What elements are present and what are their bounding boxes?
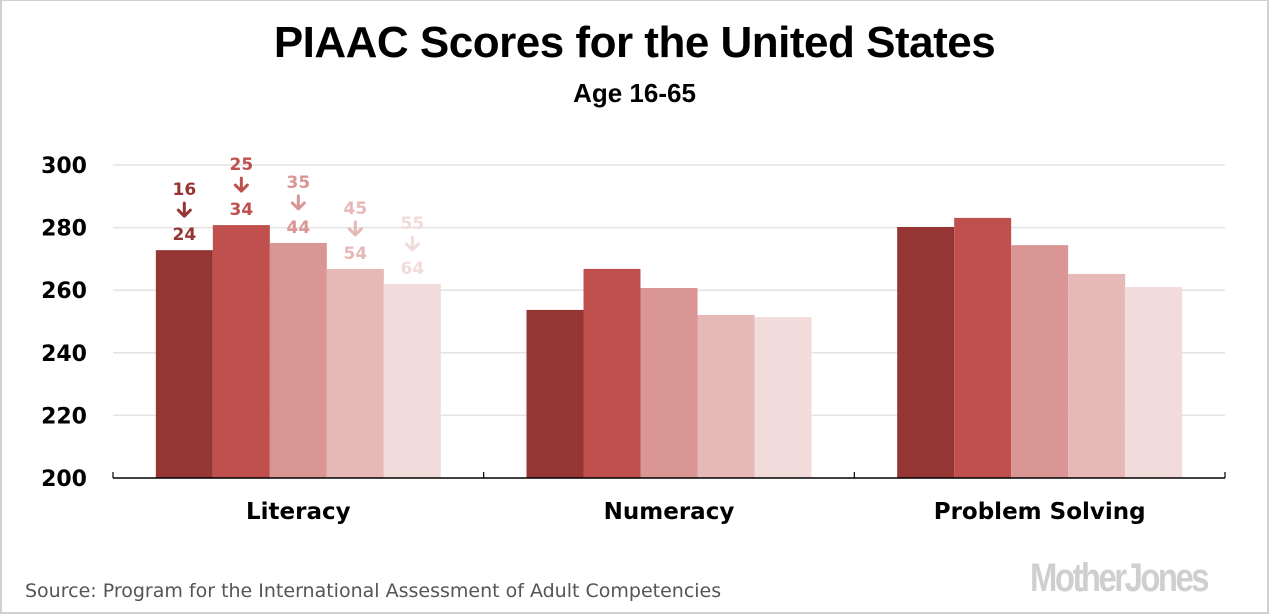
x-axis — [112, 472, 1226, 479]
bar-numeracy-25-34 — [583, 268, 641, 478]
age-from-label: 45 — [343, 199, 367, 219]
age-from-label: 16 — [172, 180, 196, 200]
bar-problem-solving-35-44 — [1011, 245, 1069, 478]
y-tick-label: 240 — [41, 342, 87, 367]
age-label-45-54: 45 54 — [343, 199, 367, 264]
age-from-label: 25 — [229, 155, 253, 175]
y-tick-label: 260 — [41, 279, 87, 304]
y-tick-label: 280 — [41, 217, 87, 242]
bar-literacy-35-44 — [269, 242, 327, 478]
y-axis-ticks: 200 220 240 260 280 300 — [41, 154, 87, 492]
bar-numeracy-35-44 — [640, 288, 698, 478]
age-to-label: 24 — [172, 225, 196, 245]
bar-problem-solving-16-24 — [897, 226, 955, 478]
y-tick-label: 220 — [41, 404, 87, 429]
mother-jones-logo: MotherJones — [1030, 556, 1210, 600]
bar-problem-solving-45-54 — [1068, 273, 1126, 478]
age-to-label: 34 — [229, 200, 253, 220]
age-to-label: 64 — [400, 259, 424, 279]
bar-numeracy-45-54 — [697, 314, 755, 478]
arrow-down-icon — [347, 220, 363, 237]
age-label-35-44: 35 44 — [286, 173, 310, 238]
arrow-down-icon — [176, 201, 192, 218]
arrow-down-icon — [404, 235, 420, 252]
age-label-55-64: 55 64 — [400, 214, 424, 279]
bars — [155, 217, 1183, 478]
chart-subtitle: Age 16-65 — [573, 78, 696, 108]
bar-problem-solving-55-64 — [1125, 287, 1183, 478]
age-from-label: 55 — [400, 214, 424, 234]
chart-title: PIAAC Scores for the United States — [273, 18, 996, 67]
x-axis-categories: Literacy Numeracy Problem Solving — [246, 499, 1146, 525]
x-category-label: Numeracy — [604, 499, 735, 525]
bar-problem-solving-25-34 — [954, 217, 1012, 478]
x-category-label: Literacy — [246, 499, 351, 525]
bar-literacy-55-64 — [383, 283, 441, 478]
age-to-label: 44 — [286, 218, 310, 238]
x-category-label: Problem Solving — [934, 499, 1146, 525]
age-label-25-34: 25 34 — [229, 155, 253, 220]
y-tick-label: 200 — [41, 467, 87, 492]
bar-literacy-16-24 — [155, 250, 213, 478]
bar-literacy-25-34 — [212, 225, 270, 478]
age-to-label: 54 — [343, 244, 367, 264]
source-note: Source: Program for the International As… — [25, 580, 722, 602]
bar-numeracy-16-24 — [526, 309, 584, 478]
bar-numeracy-55-64 — [754, 317, 812, 478]
arrow-down-icon — [233, 176, 249, 193]
age-from-label: 35 — [286, 173, 310, 193]
bar-literacy-45-54 — [326, 268, 384, 478]
arrow-down-icon — [290, 194, 306, 211]
y-tick-label: 300 — [41, 154, 87, 179]
